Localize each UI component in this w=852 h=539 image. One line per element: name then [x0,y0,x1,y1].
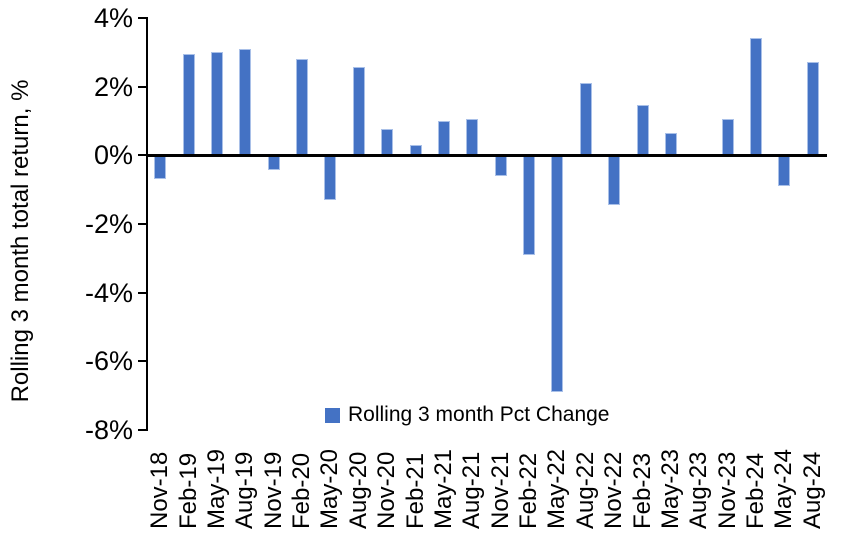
bar [154,155,166,179]
bar [637,105,649,155]
x-tick-label: Aug-24 [799,451,826,529]
x-tick-label: May-24 [770,448,797,529]
x-tick-label: Feb-22 [515,452,542,529]
bar [211,52,223,155]
bar [608,155,620,205]
y-tick-mark [138,154,146,157]
bar [495,155,507,176]
x-tick-label: Aug-22 [572,451,599,529]
x-tick-label: Nov-19 [260,451,287,529]
bar [296,59,308,155]
x-tick-label: Feb-21 [402,452,429,529]
bar [665,133,677,155]
y-tick-mark [138,429,146,431]
y-tick-mark [138,291,146,294]
x-tick-label: Feb-23 [629,452,656,529]
y-tick-label: 2% [93,71,133,102]
y-tick-label: -8% [84,415,133,445]
x-tick-label: Aug-21 [458,451,485,529]
y-tick-label: 0% [93,140,133,171]
x-tick-label: May-20 [316,448,343,529]
y-tick-mark [138,85,146,88]
legend-swatch-icon [325,407,340,423]
y-axis-line [146,17,148,431]
x-tick-label: May-19 [203,448,230,529]
x-tick-label: Nov-21 [487,451,514,529]
x-tick-label: Feb-19 [175,452,202,529]
bar [778,155,790,186]
bar [239,49,251,155]
y-tick-mark [138,360,146,363]
bar [466,119,478,155]
x-tick-label: May-22 [543,448,570,529]
x-tick-label: Nov-23 [714,451,741,529]
x-tick-label: May-21 [430,448,457,529]
x-tick-label: Nov-18 [146,451,173,529]
legend: Rolling 3 month Pct Change [325,402,610,428]
legend-label: Rolling 3 month Pct Change [348,403,610,426]
bar [353,67,365,155]
bar [438,121,450,155]
y-tick-label: -4% [84,277,133,308]
x-tick-label: Aug-23 [685,451,712,529]
x-tick-label: Feb-20 [288,452,315,529]
bar [381,129,393,155]
x-tick-label: Nov-22 [600,451,627,529]
bar [410,145,422,155]
zero-baseline [146,154,827,157]
y-tick-label: 4% [93,3,133,33]
bar [580,83,592,155]
x-tick-label: Nov-20 [373,451,400,529]
x-tick-label: May-23 [657,448,684,529]
x-tick-label: Aug-19 [231,451,258,529]
bar [324,155,336,200]
bar [807,62,819,155]
x-tick-label: Feb-24 [742,452,769,529]
bar [268,155,280,170]
bar [523,155,535,255]
bar [183,54,195,155]
y-tick-mark [138,223,146,225]
y-tick-mark [138,17,146,19]
x-tick-label: Aug-20 [345,451,372,529]
bar [722,119,734,155]
bar [750,38,762,155]
y-tick-label: -6% [84,346,133,377]
y-tick-label: -2% [84,209,133,239]
bar [551,155,563,392]
